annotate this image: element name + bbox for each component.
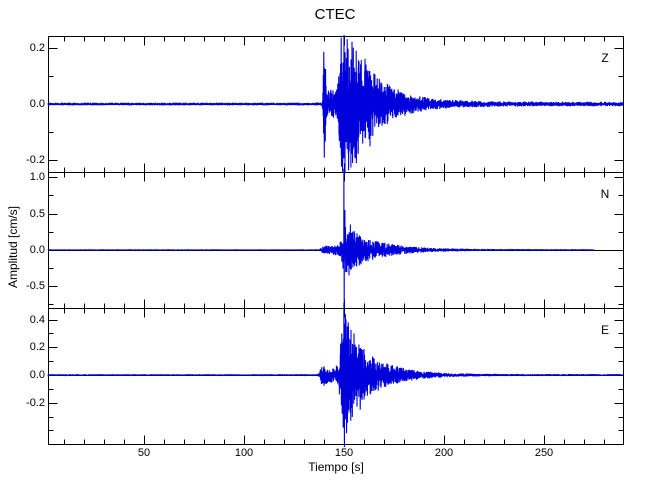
panel-label-Z: Z: [601, 51, 609, 65]
y-tick-label: 0.0: [29, 369, 45, 382]
y-tick-label: 0.0: [29, 243, 45, 256]
x-axis-label: Tiempo [s]: [308, 460, 364, 474]
y-tick-label: 0.5: [29, 207, 45, 220]
y-tick-label: 0.2: [29, 41, 45, 54]
x-tick-label: 150: [334, 447, 354, 459]
x-tick-label: 250: [534, 447, 554, 459]
y-tick-label: 1.0: [29, 171, 45, 184]
y-tick-label: -0.2: [26, 154, 45, 167]
y-tick-label: 0.0: [29, 98, 45, 110]
x-tick-label: 100: [234, 447, 254, 459]
chart-title: CTEC: [314, 6, 356, 23]
x-tick-label: 200: [434, 447, 454, 459]
y-tick-label: -0.2: [26, 396, 45, 409]
x-tick-label: 50: [137, 447, 151, 459]
y-tick-label: 0.2: [29, 341, 45, 354]
y-axis-label: Amplitud [cm/s]: [6, 205, 20, 289]
y-tick-label: 0.4: [29, 313, 45, 326]
panel-label-N: N: [600, 187, 610, 201]
y-tick-label: -0.5: [26, 280, 45, 293]
panel-label-E: E: [600, 323, 610, 337]
